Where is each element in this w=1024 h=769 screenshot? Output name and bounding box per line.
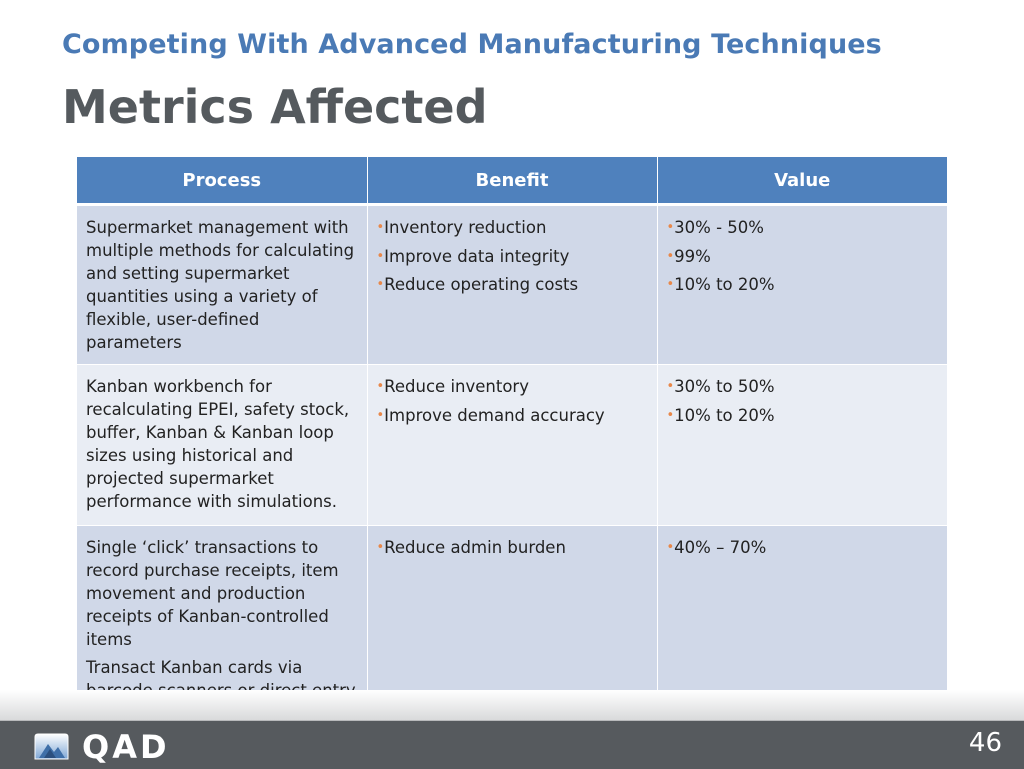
footer-gradient xyxy=(0,690,1024,720)
list-item: •30% to 50% xyxy=(667,375,939,398)
benefit-text: Reduce inventory xyxy=(384,377,529,396)
table-row: Supermarket management with multiple met… xyxy=(77,204,947,365)
bullet-icon: • xyxy=(376,407,385,423)
benefit-list: •Inventory reduction •Improve data integ… xyxy=(377,216,648,296)
process-cell: Supermarket management with multiple met… xyxy=(77,204,368,365)
value-text: 30% - 50% xyxy=(674,218,764,237)
value-cell: •30% - 50% •99% •10% to 20% xyxy=(657,204,947,365)
list-item: •Reduce operating costs xyxy=(377,273,648,296)
value-text: 40% – 70% xyxy=(674,538,767,557)
process-text: Single ‘click’ transactions to record pu… xyxy=(86,538,339,649)
table-row: Kanban workbench for recalculating EPEI,… xyxy=(77,364,947,526)
bullet-icon: • xyxy=(666,407,675,423)
benefit-text: Inventory reduction xyxy=(384,218,547,237)
bullet-icon: • xyxy=(666,220,675,235)
page-number: 46 xyxy=(968,728,1002,758)
value-cell: •30% to 50% •10% to 20% xyxy=(657,364,947,526)
bullet-icon: • xyxy=(666,379,675,394)
bullet-icon: • xyxy=(666,540,675,555)
benefit-list: •Reduce admin burden xyxy=(377,536,648,559)
header-value: Value xyxy=(657,157,947,206)
value-list: •30% to 50% •10% to 20% xyxy=(667,375,939,427)
bullet-icon: • xyxy=(666,248,675,264)
bullet-icon: • xyxy=(376,379,385,394)
list-item: •Reduce admin burden xyxy=(377,536,648,559)
bullet-icon: • xyxy=(376,540,385,555)
value-text: 30% to 50% xyxy=(674,377,775,396)
list-item: •30% - 50% xyxy=(667,216,939,239)
benefit-text: Reduce admin burden xyxy=(384,538,566,557)
process-cell: Single ‘click’ transactions to record pu… xyxy=(77,525,368,714)
table-header-row: Process Benefit Value xyxy=(77,157,947,206)
list-item: •Improve data integrity xyxy=(377,245,648,268)
list-item: •Inventory reduction xyxy=(377,216,648,239)
process-cell: Kanban workbench for recalculating EPEI,… xyxy=(77,364,368,526)
header-benefit: Benefit xyxy=(367,157,658,206)
qad-logo-icon xyxy=(34,733,69,760)
header-process: Process xyxy=(77,157,368,206)
bullet-icon: • xyxy=(666,277,675,292)
value-cell: •40% – 70% xyxy=(657,525,947,714)
list-item: •10% to 20% xyxy=(667,404,939,427)
value-list: •40% – 70% xyxy=(667,536,939,559)
process-text: Supermarket management with multiple met… xyxy=(86,218,355,352)
value-text: 10% to 20% xyxy=(674,275,775,294)
metrics-table: Process Benefit Value Supermarket manage… xyxy=(77,157,947,714)
list-item: •Reduce inventory xyxy=(377,375,648,398)
footer-bar xyxy=(0,720,1024,769)
bullet-icon: • xyxy=(376,277,385,292)
table-row: Single ‘click’ transactions to record pu… xyxy=(77,525,947,714)
list-item: •40% – 70% xyxy=(667,536,939,559)
list-item: •Improve demand accuracy xyxy=(377,404,648,427)
bullet-icon: • xyxy=(376,248,385,264)
benefit-text: Reduce operating costs xyxy=(384,275,579,294)
benefit-text: Improve demand accuracy xyxy=(384,405,605,425)
value-text: 10% to 20% xyxy=(674,405,775,425)
slide-subtitle: Competing With Advanced Manufacturing Te… xyxy=(62,29,882,60)
benefit-cell: •Inventory reduction •Improve data integ… xyxy=(367,204,658,365)
value-list: •30% - 50% •99% •10% to 20% xyxy=(667,216,939,296)
slide-title: Metrics Affected xyxy=(62,80,488,134)
value-text: 99% xyxy=(674,246,711,266)
benefit-cell: •Reduce inventory •Improve demand accura… xyxy=(367,364,658,526)
list-item: •10% to 20% xyxy=(667,273,939,296)
benefit-list: •Reduce inventory •Improve demand accura… xyxy=(377,375,648,427)
benefit-text: Improve data integrity xyxy=(384,246,570,266)
brand-logo: QAD xyxy=(82,728,170,766)
bullet-icon: • xyxy=(376,220,385,235)
list-item: •99% xyxy=(667,245,939,268)
benefit-cell: •Reduce admin burden xyxy=(367,525,658,714)
process-text: Kanban workbench for recalculating EPEI,… xyxy=(86,377,350,511)
